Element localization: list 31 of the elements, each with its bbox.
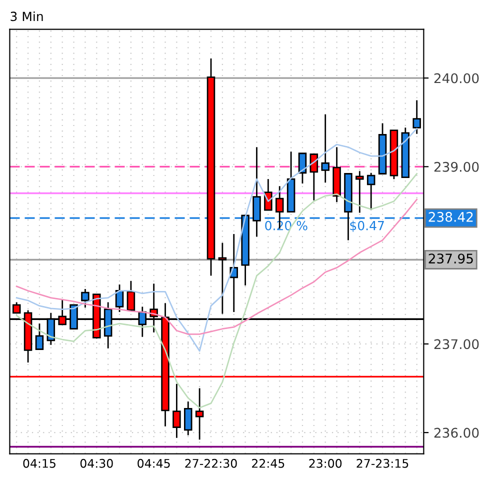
- y-tick-label: 240.00: [434, 73, 479, 84]
- x-tick-label: 04:15: [23, 458, 56, 468]
- y-tick-label: 237.00: [434, 339, 479, 350]
- y-tick-label: 239.00: [434, 162, 479, 172]
- annotation: $0.47: [350, 220, 384, 232]
- candlestick: [218, 242, 227, 314]
- candlestick: [321, 114, 330, 184]
- candlestick: [412, 99, 421, 135]
- candlestick: [12, 302, 21, 314]
- candlestick: [115, 284, 124, 313]
- candlestick: [366, 172, 376, 211]
- x-tick-label: 04:30: [80, 458, 113, 468]
- x-tick-label: 22:45: [252, 458, 284, 468]
- candlestick: [81, 288, 90, 308]
- x-tick-label: 23:00: [309, 458, 342, 468]
- x-tick-label: 04:45: [138, 458, 170, 468]
- line-series: [16, 173, 418, 408]
- candlestick: [172, 383, 181, 439]
- ref-line-label: 238.42: [428, 212, 473, 222]
- x-tick-label: 27-22:30: [185, 458, 237, 468]
- candlestick: [184, 400, 192, 436]
- chart-title: 3 Min: [10, 11, 43, 22]
- line-series: [16, 198, 418, 335]
- candlestick: [195, 388, 204, 440]
- candlestick: [126, 280, 136, 311]
- candlestick: [35, 322, 44, 350]
- candlestick: [356, 170, 364, 214]
- ref-line-label: 237.95: [428, 254, 473, 264]
- candlestick: [298, 152, 307, 184]
- y-tick-label: 236.00: [434, 428, 479, 438]
- x-tick-label: 27-23:15: [356, 458, 408, 468]
